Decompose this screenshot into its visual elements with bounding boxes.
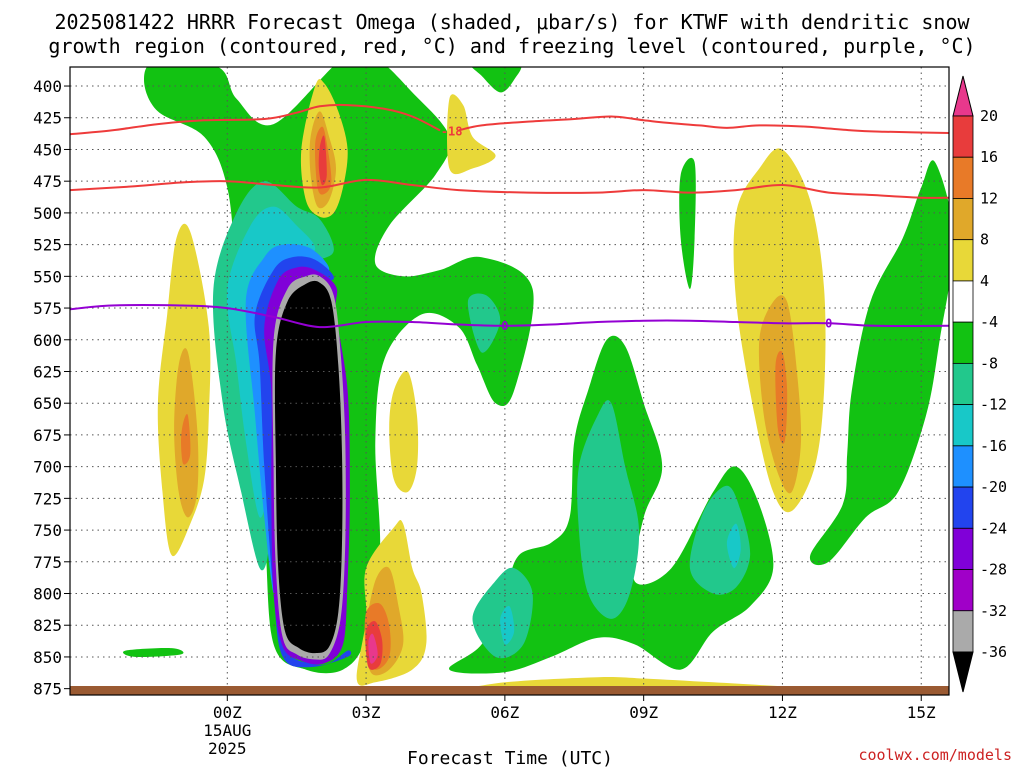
dgz-contour-line (458, 115, 949, 134)
dgz-contour-line (70, 178, 949, 199)
omega-region (500, 605, 515, 645)
x-tick-label: 03Z (352, 703, 381, 722)
omega-region (181, 414, 191, 465)
colorbar-swatch (952, 486, 974, 529)
y-tick-label: 575 (33, 299, 62, 318)
x-tick-label: 06Z (490, 703, 519, 722)
y-tick-label: 525 (33, 236, 62, 255)
x-tick-label: 09Z (629, 703, 658, 722)
y-tick-label: 825 (33, 616, 62, 635)
x-tick-label: 00Z (213, 703, 242, 722)
y-tick-label: 475 (33, 172, 62, 191)
colorbar-swatch (952, 321, 974, 364)
y-tick-label: 625 (33, 362, 62, 381)
plot-area: -18 0 0 (69, 66, 950, 696)
colorbar-swatch (952, 651, 974, 693)
colorbar-swatch (952, 404, 974, 447)
freezing-level-line (70, 304, 949, 329)
x-axis-label: Forecast Time (UTC) (407, 748, 613, 768)
omega-region (318, 135, 327, 186)
y-tick-label: 750 (33, 521, 62, 540)
y-tick-label: 700 (33, 458, 62, 477)
ground-surface (70, 686, 949, 695)
omega-region (467, 293, 501, 353)
y-tick-label: 425 (33, 109, 62, 128)
colorbar-tick-label: -28 (980, 561, 1007, 579)
y-tick-label: 500 (33, 204, 62, 223)
omega-region (471, 67, 522, 93)
colorbar-swatch (952, 610, 974, 653)
colorbar-tick-label: -20 (980, 478, 1007, 496)
colorbar-swatch (952, 362, 974, 406)
freezing-contour-label: 0 (825, 316, 832, 330)
title-line-2: growth region (contoured, red, °C) and f… (48, 34, 975, 58)
omega-region (809, 160, 949, 566)
colorbar: 20 16 12 8 4 -4 -8 -12 -16 -20 -24 -28 -32 -36 (952, 75, 1007, 693)
colorbar-swatch (952, 156, 974, 199)
y-tick-label: 800 (33, 585, 62, 604)
colorbar-swatch (952, 75, 974, 117)
colorbar-tick-label: -24 (980, 519, 1007, 537)
credit-text: coolwx.com/models (858, 746, 1012, 764)
y-tick-label: 450 (33, 140, 62, 159)
colorbar-tick-label: -12 (980, 396, 1007, 414)
y-tick-label: 550 (33, 267, 62, 286)
colorbar-swatch (952, 239, 974, 282)
colorbar-swatch (952, 527, 974, 570)
y-tick-label: 875 (33, 680, 62, 699)
y-tick-label: 400 (33, 77, 62, 96)
x-tick-sublabel-date: 15AUG (203, 721, 251, 740)
x-tick-label: 15Z (907, 703, 936, 722)
colorbar-tick-label: -8 (980, 354, 998, 372)
colorbar-tick-label: 12 (980, 189, 998, 207)
plot-frame (69, 66, 950, 696)
omega-region (577, 400, 640, 619)
y-tick-label: 650 (33, 394, 62, 413)
y-tick-label: 675 (33, 426, 62, 445)
y-tick-label: 850 (33, 648, 62, 667)
colorbar-tick-label: 16 (980, 148, 998, 166)
colorbar-tick-label: -16 (980, 437, 1007, 455)
omega-region (447, 94, 496, 175)
y-tick-label: 600 (33, 331, 62, 350)
omega-region (726, 523, 741, 569)
colorbar-tick-label: 8 (980, 231, 989, 249)
colorbar-tick-label: -4 (980, 313, 998, 331)
colorbar-swatch (952, 569, 974, 612)
colorbar-swatch (952, 198, 974, 241)
omega-region (775, 350, 788, 444)
omega-region (274, 280, 343, 654)
x-tick-sublabel-year: 2025 (208, 739, 247, 758)
omega-region (679, 157, 696, 289)
y-tick-label: 775 (33, 553, 62, 572)
colorbar-tick-label: 20 (980, 107, 998, 125)
title-line-1: 2025081422 HRRR Forecast Omega (shaded, … (54, 10, 970, 34)
dgz-contour-line (70, 103, 441, 136)
dgz-contour-label: -18 (441, 125, 463, 139)
colorbar-tick-label: -36 (980, 643, 1007, 661)
x-tick-label: 12Z (768, 703, 797, 722)
freezing-contour-label: 0 (501, 319, 508, 333)
contours: -18 0 0 (70, 103, 949, 333)
omega-region (389, 370, 419, 493)
colorbar-swatch (952, 115, 974, 158)
y-axis: 400 425 450 475 500 525 550 575 600 625 650 675 700 7… (33, 77, 70, 699)
colorbar-swatch (952, 445, 974, 488)
colorbar-tick-label: 4 (980, 272, 989, 290)
omega-region (368, 633, 378, 664)
colorbar-tick-label: -32 (980, 602, 1007, 620)
y-tick-label: 725 (33, 489, 62, 508)
colorbar-swatch (952, 280, 974, 323)
omega-region (123, 647, 184, 658)
